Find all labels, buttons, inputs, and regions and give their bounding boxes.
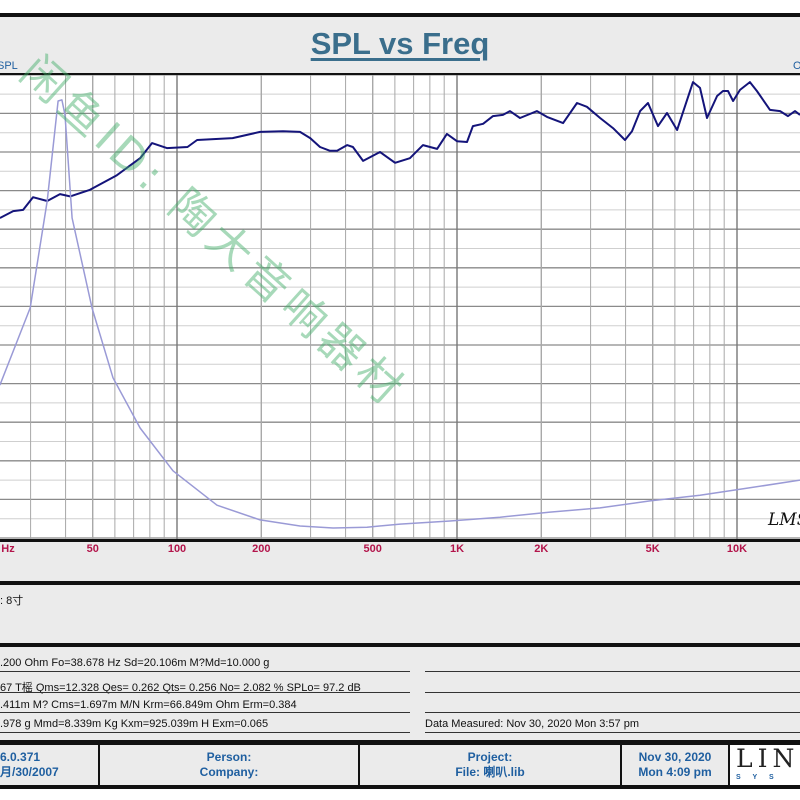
date-text: Nov 30, 2020 — [638, 750, 712, 764]
underline — [425, 692, 800, 693]
chart-header — [0, 17, 800, 74]
param-row-3: .411m M? Cms=1.697m M/N Krm=66.849m Ohm … — [0, 699, 297, 711]
underline — [425, 732, 800, 733]
left-axis-label: SPL — [0, 60, 18, 72]
spl-chart — [0, 74, 800, 540]
chart-title: SPL vs Freq — [310, 26, 490, 61]
lms-logo: LMS — [768, 510, 800, 530]
underline — [0, 692, 410, 693]
time-text: Mon 4:09 pm — [638, 765, 712, 779]
param-row-4: .978 g Mmd=8.339m Kg Kxm=925.039m H Exm=… — [0, 718, 269, 730]
underline — [0, 671, 410, 672]
x-tick-label: 200 — [252, 543, 271, 555]
curves — [0, 81, 800, 529]
footer-project: Project: File: 喇叭.lib — [360, 745, 622, 785]
x-tick-label: 50 — [86, 543, 99, 555]
plot-bottom-border — [0, 539, 800, 542]
underline — [0, 732, 410, 733]
underline — [425, 671, 800, 672]
x-tick-label: 5K — [645, 543, 660, 555]
x-axis-strip — [0, 542, 800, 581]
project-label: Project: — [467, 750, 513, 764]
x-tick-label: Hz — [1, 543, 15, 555]
company-label: Company: — [199, 765, 259, 779]
underline — [0, 712, 410, 713]
footer-person: Person: Company: — [100, 745, 360, 785]
plot-area: LMS — [0, 74, 800, 540]
x-tick-label: 1K — [449, 543, 465, 555]
divider — [0, 581, 800, 585]
version-date: 月/30/2007 — [0, 765, 59, 779]
plot-top-border — [0, 73, 800, 75]
grid — [0, 74, 800, 540]
logo-sub: S Y S — [736, 774, 779, 781]
logo-main: LINE — [736, 744, 800, 773]
top-border — [0, 13, 800, 17]
divider — [0, 740, 800, 745]
param-row-2: 67 T榣 Qms=12.328 Qes= 0.262 Qts= 0.256 N… — [0, 682, 361, 694]
notes-box — [0, 585, 800, 643]
file-label: File: 喇叭.lib — [455, 765, 525, 779]
x-tick-label: 500 — [363, 543, 382, 555]
series-spl-line — [0, 81, 800, 219]
right-axis-label: O — [793, 60, 800, 72]
parameters-box — [0, 647, 800, 740]
divider — [0, 785, 800, 789]
version-text: 6.0.371 — [0, 750, 41, 764]
person-label: Person: — [206, 750, 252, 764]
series-impedance-line — [0, 99, 800, 529]
x-tick-label: 2K — [534, 543, 549, 555]
divider — [0, 643, 800, 647]
footer-version: 6.0.371 月/30/2007 — [0, 745, 100, 785]
x-tick-label: 100 — [167, 543, 187, 555]
underline — [425, 712, 800, 713]
param-row-1: .200 Ohm Fo=38.678 Hz Sd=20.106m M?Md=10… — [0, 657, 270, 669]
footer-date: Nov 30, 2020 Mon 4:09 pm — [622, 745, 730, 785]
notes-text: : 8寸 — [0, 595, 24, 607]
x-tick-label: 10K — [726, 543, 748, 555]
linearx-logo: LINE S Y S — [730, 745, 800, 785]
data-measured: Data Measured: Nov 30, 2020 Mon 3:57 pm — [425, 718, 640, 730]
